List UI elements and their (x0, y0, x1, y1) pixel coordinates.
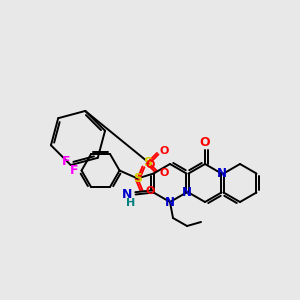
Text: F: F (61, 154, 70, 167)
Text: N: N (165, 196, 175, 208)
Text: S: S (143, 155, 152, 169)
Text: O: O (159, 146, 169, 156)
Text: F: F (70, 164, 79, 177)
Text: N: N (182, 186, 191, 199)
Text: S: S (133, 172, 142, 185)
Text: H: H (126, 199, 135, 208)
Text: O: O (146, 187, 155, 196)
Text: N: N (217, 167, 226, 180)
Text: O: O (200, 136, 210, 149)
Text: O: O (146, 160, 155, 170)
Text: N: N (122, 188, 133, 201)
Text: O: O (159, 168, 169, 178)
